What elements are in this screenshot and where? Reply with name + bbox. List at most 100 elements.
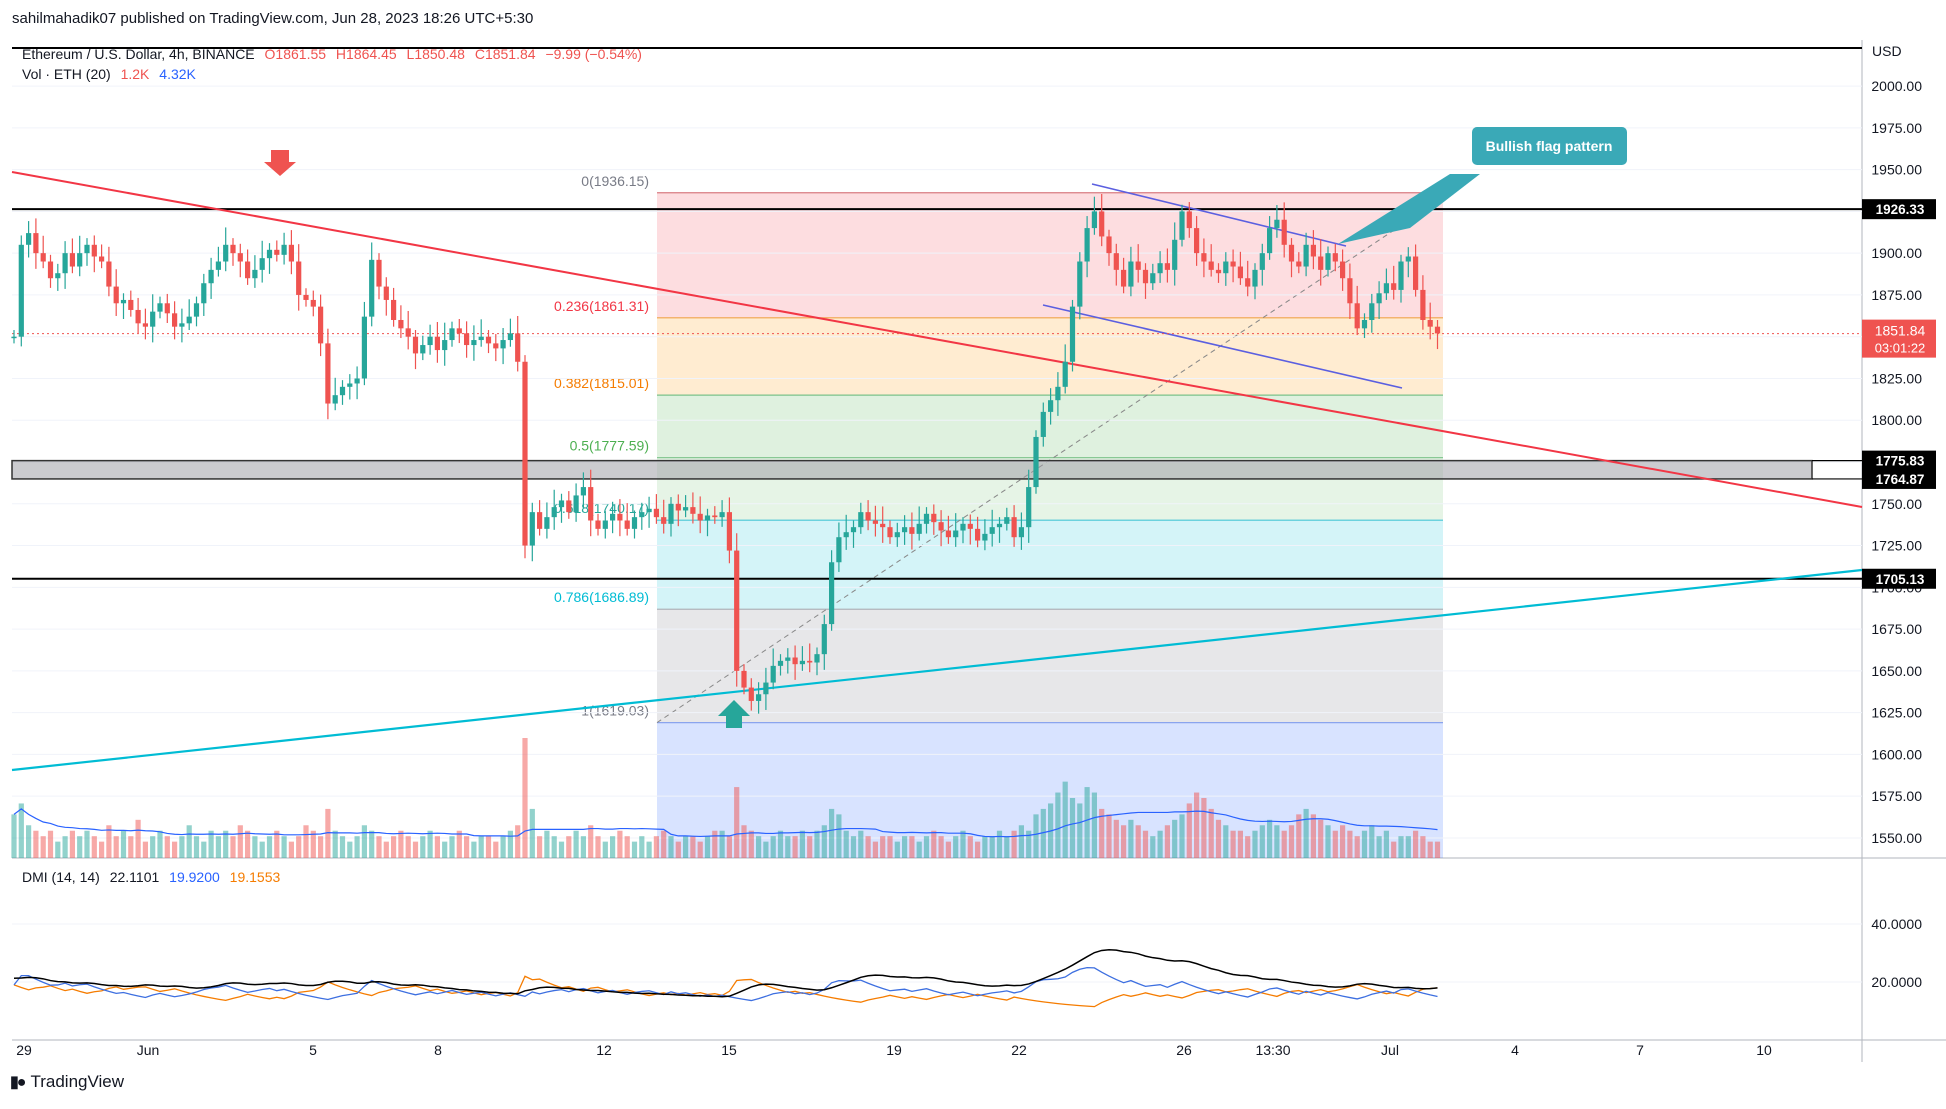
price-tick-label: 1725.00 (1871, 538, 1922, 554)
dmi-layer (12, 923, 1862, 1008)
flag-upper-line (1091, 183, 1347, 247)
volume-bar (923, 836, 930, 858)
level-price-badge (1862, 199, 1936, 220)
candle-body (741, 670, 747, 688)
ascending-trendline (11, 568, 1863, 772)
candle-body (62, 253, 68, 274)
candle-body (1288, 244, 1295, 262)
price-tick-label: 1625.00 (1871, 705, 1922, 721)
price-tick-label: 1975.00 (1871, 120, 1922, 136)
candle-body (179, 323, 185, 327)
volume-bar (653, 836, 659, 858)
dmi-label[interactable]: DMI (14, 14) (22, 869, 100, 885)
volume-bar (1026, 830, 1032, 858)
candle-body (1172, 239, 1178, 270)
symbol-name[interactable]: Ethereum / U.S. Dollar, 4h, BINANCE (22, 46, 255, 62)
candle-body (967, 523, 973, 529)
candle-body (354, 378, 360, 384)
candle-body (310, 299, 316, 307)
candle-body (704, 515, 711, 521)
volume-bar (69, 830, 75, 858)
volume-bar (318, 836, 324, 858)
candle-body (1391, 283, 1397, 290)
candle-body (1354, 303, 1360, 329)
fib-zone (657, 317, 1443, 396)
candle-body (1033, 436, 1039, 488)
volume-bar (894, 841, 900, 858)
candle-body (566, 500, 572, 513)
volume-bar (1113, 819, 1119, 858)
candle-body (442, 340, 448, 351)
volume-label[interactable]: Vol · ETH (20) (22, 66, 111, 82)
candle-body (588, 487, 594, 521)
volume-bar (777, 830, 784, 858)
volume-bar (500, 836, 506, 858)
price-tick-label: 1825.00 (1871, 370, 1922, 386)
volume-bar (1099, 808, 1105, 858)
candle-body (938, 522, 944, 531)
candle-body (916, 523, 922, 534)
volume-bar (1259, 825, 1265, 858)
candle-body (1091, 211, 1097, 229)
candle-body (872, 520, 878, 524)
candle-body (909, 527, 915, 534)
candle-body (1040, 411, 1046, 437)
candle-body (120, 299, 127, 304)
time-tick-label: 7 (1636, 1042, 1644, 1058)
volume-bar (296, 836, 302, 858)
volume-bar (865, 836, 871, 858)
volume-bar (376, 836, 382, 858)
footer-brand[interactable]: TradingView (30, 1072, 125, 1091)
volume-bar (1303, 808, 1309, 858)
time-tick-label: 4 (1511, 1042, 1519, 1058)
volume-bar (631, 841, 638, 858)
candle-body (902, 527, 908, 533)
candle-body (661, 517, 667, 524)
volume-bar (675, 841, 681, 858)
volume-layer (11, 738, 1441, 858)
adx-line (13, 948, 1438, 998)
open-value: O1861.55 (264, 46, 327, 62)
volume-bar (843, 830, 849, 858)
candle-body (858, 512, 864, 528)
volume-bar (186, 825, 192, 858)
symbol-legend: Ethereum / U.S. Dollar, 4h, BINANCE O186… (22, 46, 648, 62)
volume-bar (303, 825, 309, 858)
candle-body (274, 249, 280, 255)
candle-body (1332, 253, 1338, 262)
volume-bar (1413, 830, 1419, 858)
time-tick-label: 13:30 (1255, 1042, 1290, 1058)
time-tick-label: 22 (1011, 1042, 1027, 1058)
candle-body (522, 361, 528, 546)
candle-body (478, 336, 484, 341)
candle-body (697, 513, 703, 521)
volume-bar (113, 836, 119, 858)
candle-body (325, 343, 331, 404)
volume-bar (427, 830, 433, 858)
candle-body (1405, 256, 1411, 262)
volume-bar (938, 836, 944, 858)
candle-body (1369, 303, 1375, 320)
time-tick-label: 15 (721, 1042, 737, 1058)
volume-bar (821, 825, 827, 858)
candle-body (128, 299, 134, 310)
volume-bar (1011, 830, 1017, 858)
volume-bar (1252, 830, 1258, 858)
candle-body (602, 520, 608, 529)
countdown-label: 03:01:22 (1875, 341, 1926, 356)
candle-body (1274, 219, 1280, 229)
volume-bar (1135, 825, 1141, 858)
volume-bar (507, 830, 513, 858)
volume-bar (595, 836, 601, 858)
callout-box (1472, 127, 1627, 165)
candle-body (383, 286, 389, 300)
volume-bar (989, 836, 995, 858)
volume-bar (1201, 798, 1207, 858)
candle-body (748, 687, 754, 701)
volume-bar (157, 830, 163, 858)
candle-body (1186, 211, 1192, 229)
volume-bar (1398, 836, 1404, 858)
candle-body (361, 316, 367, 379)
